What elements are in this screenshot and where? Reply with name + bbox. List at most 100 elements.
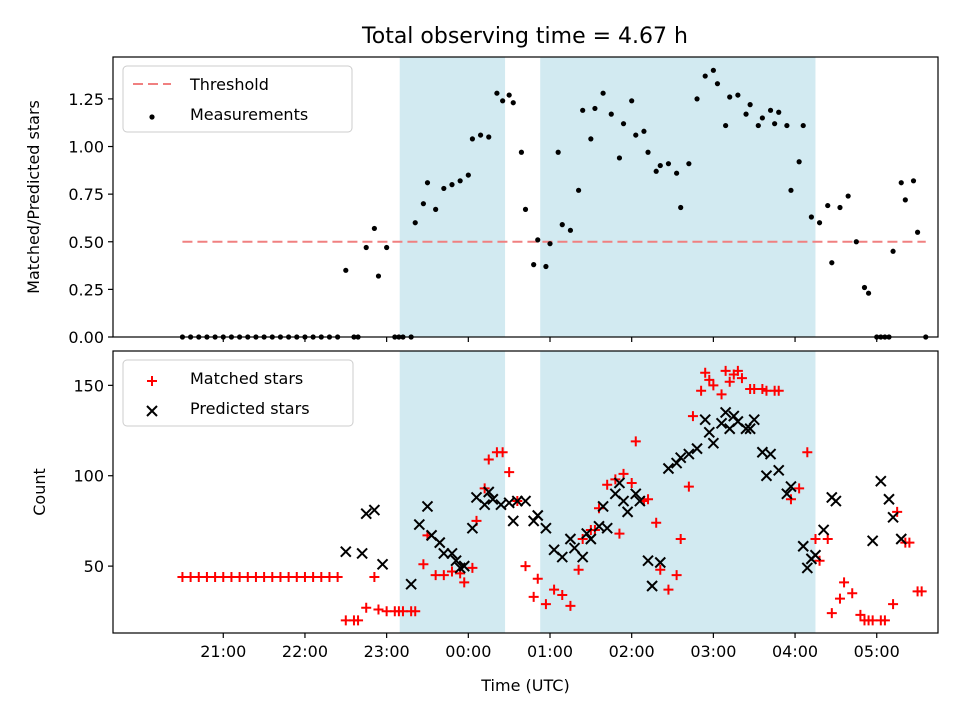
matched-star-point	[614, 528, 625, 539]
legend-label: Threshold	[189, 75, 269, 94]
y-tick-label: 1.25	[68, 90, 104, 109]
predicted-star-point	[613, 477, 626, 489]
matched-star-point	[736, 373, 747, 384]
matched-star-point	[618, 468, 629, 479]
x-tick-label: 05:00	[854, 642, 900, 661]
predicted-star-point	[707, 437, 720, 449]
matched-star-point	[822, 534, 833, 544]
matched-star-point	[773, 385, 784, 396]
measurement-point	[424, 180, 431, 186]
y-tick-label: 0.50	[68, 233, 104, 252]
measurement-point	[914, 229, 921, 235]
matched-star-point	[373, 604, 384, 615]
measurement-point	[816, 220, 823, 226]
bottom-observing-spans	[399, 351, 816, 633]
measurement-point	[588, 136, 594, 142]
matched-star-point	[528, 591, 539, 602]
predicted-star-point	[519, 495, 532, 507]
matched-star-point	[630, 436, 641, 447]
observing-span-1	[399, 57, 506, 337]
count-points	[177, 365, 927, 626]
bottom-panel: 50 100 150 21:00 22:00 23:00 00:00 01:00 02:00 0…	[30, 350, 939, 695]
legend-label: Matched stars	[190, 369, 303, 388]
predicted-star-point	[817, 524, 830, 536]
predicted-star-point	[564, 533, 577, 545]
measurement-point	[653, 168, 659, 174]
y-tick-label: 50	[84, 557, 104, 576]
measurement-point	[486, 134, 492, 140]
matched-star-point	[663, 584, 674, 595]
matched-star-point	[573, 564, 584, 575]
observing-span-2	[540, 351, 816, 633]
measurement-point	[837, 204, 843, 211]
matched-star-point	[879, 615, 890, 626]
measurement-point	[665, 161, 672, 167]
predicted-star-point	[446, 547, 458, 560]
predicted-star-point	[809, 549, 822, 561]
measurement-point	[784, 122, 790, 129]
predicted-star-point	[376, 558, 389, 571]
measurement-point	[674, 170, 680, 176]
predicted-star-point	[683, 448, 695, 460]
predicted-star-point	[895, 533, 907, 545]
matched-star-point	[671, 570, 682, 581]
matched-star-point	[675, 534, 686, 544]
y-tick-label: 0.25	[68, 280, 104, 299]
predicted-star-point	[450, 554, 462, 567]
predicted-star-point	[887, 511, 899, 524]
top-y-axis-label: Matched/Predicted stars	[24, 100, 43, 294]
predicted-star-point	[421, 500, 434, 513]
matched-star-point	[565, 600, 576, 611]
measurement-point	[767, 107, 774, 113]
top-y-ticks: 0.00 0.25 0.50 0.75 1.00 1.25	[68, 90, 113, 347]
measurement-point	[902, 197, 908, 203]
measurement-point	[776, 109, 782, 115]
matched-star-point	[839, 577, 850, 588]
measurement-point	[825, 202, 831, 209]
predicted-star-point	[801, 562, 814, 574]
matched-star-point	[418, 559, 429, 570]
predicted-star-point	[646, 580, 658, 592]
predicted-star-point	[532, 509, 544, 522]
x-tick-label: 21:00	[200, 642, 246, 661]
predicted-star-point	[483, 486, 495, 498]
predicted-star-point	[568, 542, 581, 554]
predicted-star-point	[699, 413, 711, 426]
matched-star-point	[687, 411, 698, 422]
measurement-point	[420, 201, 426, 207]
measurement-point	[800, 122, 806, 129]
predicted-star-point	[617, 495, 630, 507]
measurement-point	[343, 267, 349, 273]
matched-star-point	[643, 494, 654, 505]
matched-star-point	[826, 608, 837, 619]
matched-star-point	[540, 599, 551, 610]
matched-star-point	[720, 365, 731, 376]
top-observing-spans	[399, 57, 816, 337]
matched-star-point	[332, 571, 343, 582]
measurement-point	[772, 121, 778, 127]
predicted-star-point	[748, 413, 760, 426]
predicted-star-point	[642, 554, 654, 567]
matched-star-point	[361, 602, 372, 613]
matched-star-point	[520, 561, 531, 572]
top-axes-frame	[112, 56, 939, 338]
predicted-star-point	[830, 495, 842, 507]
measurement-point	[531, 262, 537, 268]
x-tick-label: 23:00	[364, 642, 410, 661]
y-tick-label: 1.00	[68, 138, 104, 157]
measurement-point	[555, 149, 561, 155]
matched-star-point	[602, 479, 613, 490]
matched-star-point	[696, 385, 707, 396]
matched-star-point	[626, 477, 637, 488]
x-tick-label: 04:00	[772, 642, 818, 661]
measurement-point	[494, 90, 500, 96]
predicted-star-point	[434, 536, 446, 549]
measurement-point	[678, 204, 684, 211]
predicted-star-point	[773, 464, 785, 477]
measurement-point	[449, 182, 455, 188]
measurement-point	[686, 161, 692, 167]
y-tick-label: 150	[73, 376, 104, 395]
matched-star-point	[724, 376, 735, 387]
matched-star-point	[504, 467, 515, 478]
